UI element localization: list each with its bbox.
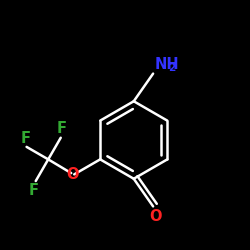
Text: F: F [57,122,67,136]
Text: O: O [149,210,162,224]
Text: F: F [20,130,30,146]
Text: F: F [29,183,39,198]
Text: NH: NH [154,56,179,72]
Text: O: O [67,167,79,182]
Text: 2: 2 [168,63,176,73]
